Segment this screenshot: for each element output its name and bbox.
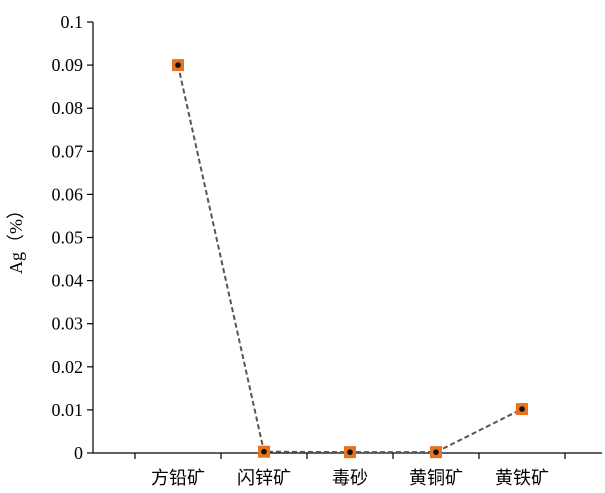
data-point xyxy=(172,59,184,72)
data-point-center xyxy=(519,406,525,412)
data-point-center xyxy=(347,449,353,455)
y-tick-label: 0.03 xyxy=(52,314,84,334)
data-point-center xyxy=(175,62,181,68)
x-axis-ticks: 方铅矿 闪锌矿 毒砂 黄铜矿 黄铁矿 xyxy=(134,453,566,489)
data-point xyxy=(516,403,528,416)
x-tick-label: 黄铁矿 xyxy=(495,468,549,489)
y-tick-label: 0.1 xyxy=(61,12,84,32)
y-axis-ticks: 0 0.01 0.02 0.03 0.04 0.05 0.06 0.07 0.08 0.09 0.1 xyxy=(52,12,93,463)
data-point-center xyxy=(433,449,439,455)
x-tick-label: 黄铜矿 xyxy=(409,468,463,489)
series-group xyxy=(172,59,528,459)
x-tick-label: 方铅矿 xyxy=(151,468,205,489)
x-tick-label: 毒砂 xyxy=(332,468,368,489)
y-tick-label: 0.07 xyxy=(52,141,84,161)
y-tick-label: 0.04 xyxy=(52,271,84,291)
data-point xyxy=(344,446,356,459)
data-point xyxy=(258,445,270,458)
y-tick-label: 0.02 xyxy=(52,357,84,377)
axes xyxy=(92,22,602,454)
y-tick-label: 0.05 xyxy=(52,228,84,248)
data-point xyxy=(430,446,442,459)
y-tick-label: 0.09 xyxy=(52,55,84,75)
x-tick-label: 闪锌矿 xyxy=(237,468,291,489)
y-tick-label: 0.01 xyxy=(52,400,84,420)
data-point-center xyxy=(261,448,267,455)
y-tick-label: 0 xyxy=(74,443,83,463)
y-tick-label: 0.08 xyxy=(52,98,84,118)
series-line xyxy=(177,64,523,454)
y-axis-title: Ag（%） xyxy=(6,201,26,274)
y-tick-label: 0.06 xyxy=(52,184,84,204)
